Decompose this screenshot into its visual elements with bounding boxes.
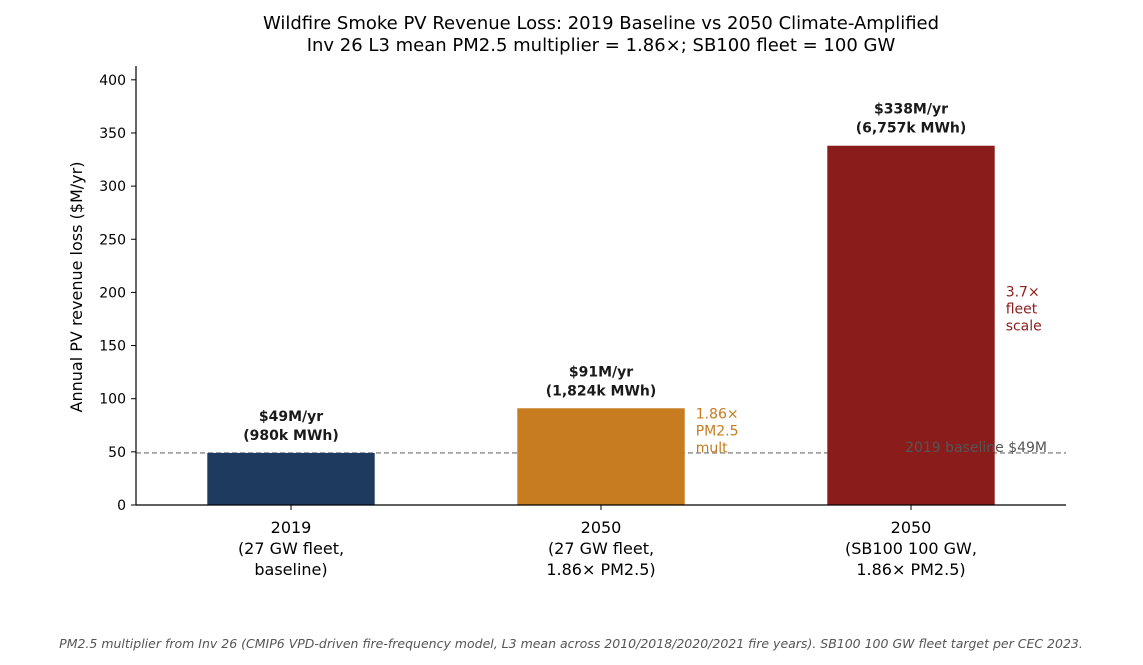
bar-annotation-3: 3.7× fleet scale xyxy=(1006,284,1042,334)
footnote: PM2.5 multiplier from Inv 26 (CMIP6 VPD-… xyxy=(59,636,1083,651)
y-tick-label: 0 xyxy=(117,498,126,514)
y-tick-label: 300 xyxy=(99,179,126,195)
bar-3 xyxy=(827,145,995,505)
baseline-label: 2019 baseline $49M xyxy=(905,440,1047,456)
data-labels-group: 2019 baseline $49M $49M/yr (980k MWh) $91M/… xyxy=(243,102,1047,457)
x-tick-label-1: 2019 (27 GW fleet, baseline) xyxy=(238,518,344,579)
y-tick-label: 250 xyxy=(99,232,126,248)
y-tick-label: 350 xyxy=(99,126,126,142)
bars-group xyxy=(207,145,995,505)
y-axis-label: Annual PV revenue loss ($M/yr) xyxy=(67,162,86,413)
chart-title: Wildfire Smoke PV Revenue Loss: 2019 Bas… xyxy=(263,13,939,34)
y-tick-label: 50 xyxy=(108,445,126,461)
y-tick-label: 200 xyxy=(99,285,126,301)
y-tick-label: 150 xyxy=(99,339,126,355)
data-label-3: $338M/yr (6,757k MWh) xyxy=(856,102,967,137)
data-label-1: $49M/yr (980k MWh) xyxy=(243,409,339,444)
x-tick-label-2: 2050 (27 GW fleet, 1.86× PM2.5) xyxy=(546,518,655,579)
bar-2 xyxy=(517,408,685,505)
x-tick-label-3: 2050 (SB100 100 GW, 1.86× PM2.5) xyxy=(845,518,977,579)
y-tick-label: 400 xyxy=(99,73,126,89)
data-label-2: $91M/yr (1,824k MWh) xyxy=(546,364,657,399)
bar-1 xyxy=(207,452,375,505)
bar-annotation-2: 1.86× PM2.5 mult xyxy=(696,406,739,456)
chart-subtitle: Inv 26 L3 mean PM2.5 multiplier = 1.86×;… xyxy=(307,35,896,56)
axes-group: 0 50 100 150 200 250 300 350 400 2019 (27 GW fleet… xyxy=(99,66,1066,579)
y-tick-label: 100 xyxy=(99,392,126,408)
